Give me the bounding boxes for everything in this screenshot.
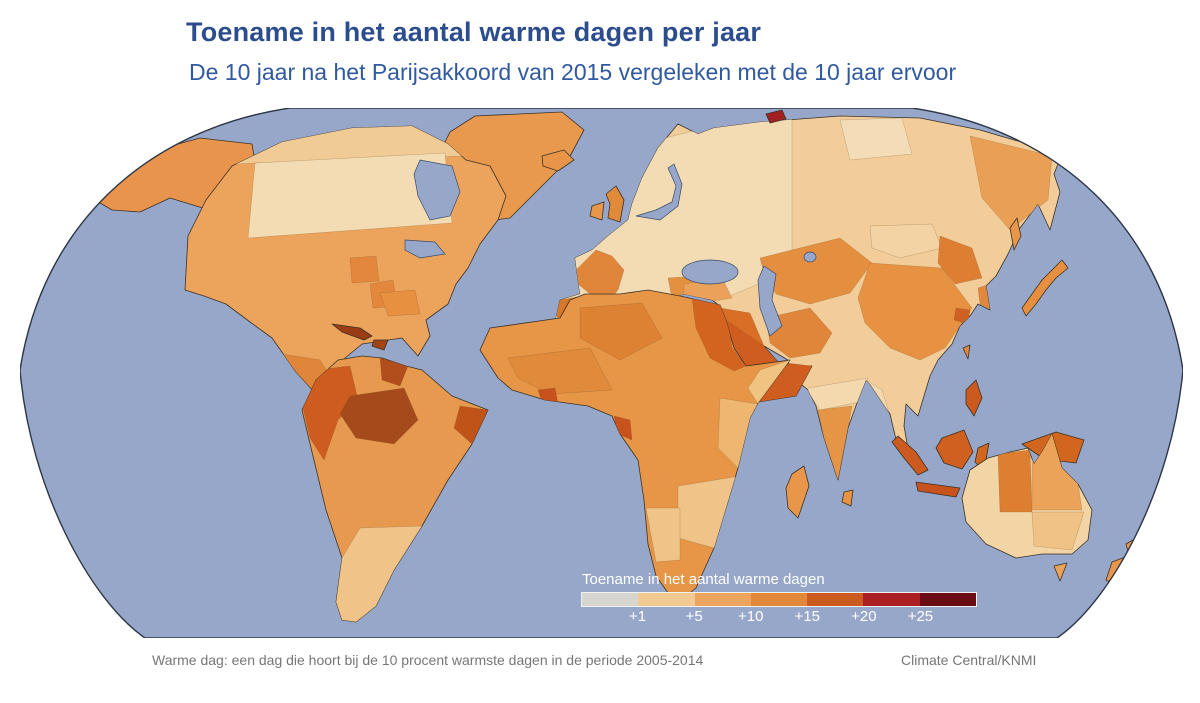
ireland <box>589 201 605 221</box>
legend-tick: +10 <box>737 608 764 625</box>
page-title: Toename in het aantal warme dagen per ja… <box>186 17 762 47</box>
region-shade <box>817 405 853 480</box>
region-shade <box>645 507 681 563</box>
landmasses <box>94 109 1145 623</box>
britain <box>605 185 625 223</box>
region-shade <box>937 235 983 285</box>
legend-color-segment <box>694 593 751 606</box>
region-shade <box>302 365 359 461</box>
page-subtitle: De 10 jaar na het Parijsakkoord van 2015… <box>189 59 957 85</box>
cuba <box>331 323 373 341</box>
credit: Climate Central/KNMI <box>901 652 1037 668</box>
sumatra <box>891 435 929 476</box>
legend-tick: +15 <box>794 608 821 625</box>
region-shade <box>1031 434 1083 511</box>
legend-tick: +5 <box>685 608 703 625</box>
region-shade <box>339 387 419 445</box>
region-shade <box>765 307 833 359</box>
sri-lanka <box>841 489 854 507</box>
legend-color-segment <box>863 593 920 606</box>
caspian-sea <box>757 265 783 337</box>
region-shade <box>717 397 759 469</box>
great-lakes <box>404 239 446 259</box>
legend-color-segment <box>582 593 639 606</box>
region-shade <box>997 449 1033 513</box>
borneo <box>935 429 974 470</box>
black-sea <box>681 259 739 285</box>
sakhalin <box>1009 217 1022 251</box>
legend-color-segment <box>807 593 864 606</box>
region-shade <box>969 135 1053 231</box>
legend-color-segment <box>750 593 808 606</box>
region-shade <box>839 117 913 161</box>
region-shade <box>1031 511 1085 551</box>
taiwan <box>962 344 971 360</box>
map-outline <box>20 108 1183 638</box>
hudson-bay <box>413 159 461 221</box>
footnote: Warme dag: een dag die hoort bij de 10 p… <box>152 652 704 668</box>
region-shade <box>869 223 943 259</box>
philippines <box>965 379 983 417</box>
japan <box>1021 259 1069 317</box>
map-legend: Toename in het aantal warme dagen +1 +5 +1… <box>581 571 977 628</box>
region-shade <box>575 249 625 303</box>
svalbard <box>765 109 787 124</box>
hispaniola <box>371 339 389 351</box>
legend-colorbar <box>581 592 977 607</box>
java <box>915 481 961 498</box>
legend-tick: +20 <box>851 608 877 625</box>
legend-tick-labels: +1 +5 +10 +15 +20 +25 <box>581 608 977 628</box>
legend-tick: +25 <box>907 608 934 625</box>
aral-sea <box>803 251 817 263</box>
region-shade <box>247 152 453 239</box>
legend-title: Toename in het aantal warme dagen <box>582 571 825 588</box>
region-shade <box>379 289 421 317</box>
world-map: Toename in het aantal warme dagen +1 +5 +1… <box>20 108 1183 638</box>
region-shade <box>857 262 973 361</box>
region-shade <box>579 302 663 361</box>
iceland <box>541 149 575 172</box>
legend-tick: +1 <box>629 608 647 625</box>
world-map-svg <box>20 108 1183 638</box>
region-shade <box>349 255 380 284</box>
tasmania <box>1053 562 1068 582</box>
legend-color-segment <box>919 593 976 606</box>
legend-color-segment <box>638 593 695 606</box>
region-shade <box>453 405 488 445</box>
madagascar <box>785 465 810 519</box>
baltic-sea <box>635 163 683 221</box>
region-shade <box>507 347 613 395</box>
